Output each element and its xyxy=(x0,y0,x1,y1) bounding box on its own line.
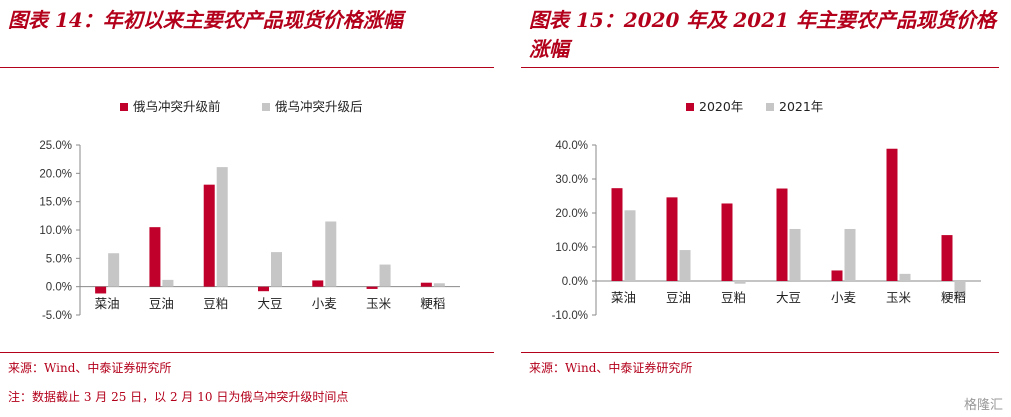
left-footnote-text: 注：数据截止 3 月 25 日，以 2 月 10 日为俄乌冲突升级时间点 xyxy=(8,390,349,404)
y-tick-label: 10.0% xyxy=(39,225,72,237)
bar-1-1 xyxy=(95,286,107,294)
left-chart-title: 图表 14：年初以来主要农产品现货价格涨幅 xyxy=(8,8,403,32)
left-bar-chart: 俄乌冲突升级前 俄乌冲突升级后 -5.0% 0.0% 5.0% 10.0% 15.0% 20.… xyxy=(39,99,460,322)
bar-2-6 xyxy=(379,264,391,287)
bar-2-4 xyxy=(271,252,282,287)
x-category-label: 大豆 xyxy=(776,290,801,305)
y-tick-label: 30.0% xyxy=(555,174,588,186)
x-category-label: 小麦 xyxy=(831,290,857,305)
right-source-rule xyxy=(521,352,999,353)
x-category-label: 豆油 xyxy=(666,290,691,305)
x-category-label: 豆粕 xyxy=(721,290,746,305)
bar-1-7 xyxy=(420,282,432,287)
bar-1-3 xyxy=(721,203,733,281)
x-category-label: 菜油 xyxy=(95,296,120,311)
left-source-text: 来源：Wind、中泰证券研究所 xyxy=(8,361,172,375)
x-category-label: 大豆 xyxy=(257,296,282,311)
x-category-label: 菜油 xyxy=(611,290,636,305)
bar-2-5 xyxy=(325,221,337,287)
legend-swatch-2 xyxy=(262,103,270,111)
x-category-label: 粳稻 xyxy=(941,290,966,305)
bar-2-4 xyxy=(789,228,801,281)
bar-2-3 xyxy=(734,281,746,284)
x-category-label: 小麦 xyxy=(312,296,338,311)
x-category-label: 粳稻 xyxy=(420,296,445,311)
legend-label-1: 2020年 xyxy=(699,99,743,114)
legend-label-2: 俄乌冲突升级后 xyxy=(275,99,363,114)
legend-label-1: 俄乌冲突升级前 xyxy=(133,99,221,114)
bar-2-5 xyxy=(844,228,856,281)
bar-1-6 xyxy=(366,286,378,289)
legend-swatch-1 xyxy=(686,103,694,111)
x-category-label: 豆油 xyxy=(149,296,174,311)
bar-1-2 xyxy=(666,197,678,281)
bar-1-5 xyxy=(312,280,324,287)
bar-1-3 xyxy=(203,184,215,287)
y-tick-label: -10.0% xyxy=(552,310,588,322)
right-chart-title: 图表 15：2020 年及 2021 年主要农产品现货价格涨幅 xyxy=(529,8,997,61)
left-title-rule xyxy=(0,67,494,68)
y-tick-label: 10.0% xyxy=(555,242,588,254)
legend-swatch-1 xyxy=(120,103,128,111)
y-tick-label: 25.0% xyxy=(39,140,72,152)
bar-1-6 xyxy=(886,148,898,281)
right-title-rule xyxy=(521,67,999,68)
bar-1-5 xyxy=(831,270,843,281)
x-category-label: 豆粕 xyxy=(203,296,228,311)
y-tick-label: 40.0% xyxy=(555,140,588,152)
bar-2-2 xyxy=(679,250,691,281)
bar-2-1 xyxy=(624,210,636,281)
y-tick-label: 0.0% xyxy=(46,282,72,294)
left-source-rule xyxy=(0,352,494,353)
bar-1-4 xyxy=(258,286,269,292)
y-tick-label: -5.0% xyxy=(42,310,72,322)
x-category-label: 玉米 xyxy=(366,296,392,311)
y-tick-label: 20.0% xyxy=(39,168,72,180)
y-tick-label: 15.0% xyxy=(39,197,72,209)
bar-2-6 xyxy=(899,273,911,281)
left-panel: 图表 14：年初以来主要农产品现货价格涨幅 俄乌冲突升级前 俄乌冲突升级后 -5.0… xyxy=(0,0,494,417)
y-tick-label: 20.0% xyxy=(555,208,588,220)
y-tick-label: 0.0% xyxy=(562,276,588,288)
y-tick-label: 5.0% xyxy=(46,253,72,265)
bar-2-2 xyxy=(162,279,174,287)
legend-label-2: 2021年 xyxy=(779,99,823,114)
bar-1-4 xyxy=(776,188,788,281)
bar-1-2 xyxy=(149,227,161,287)
bar-2-7 xyxy=(954,281,966,298)
watermark-logo: 格隆汇 xyxy=(963,398,1003,413)
x-category-label: 玉米 xyxy=(886,290,912,305)
bar-1-1 xyxy=(611,188,623,281)
legend-swatch-2 xyxy=(766,103,774,111)
bar-1-7 xyxy=(941,235,953,281)
bar-2-1 xyxy=(108,253,120,287)
right-source-text: 来源：Wind、中泰证券研究所 xyxy=(529,361,693,375)
right-panel: 图表 15：2020 年及 2021 年主要农产品现货价格涨幅 2020年 202… xyxy=(521,0,1011,417)
bar-2-7 xyxy=(433,283,445,287)
bar-2-3 xyxy=(216,167,228,287)
right-bar-chart: 2020年 2021年 -10.0% 0.0% 10.0% 20.0% 30.0% 40.0%… xyxy=(552,99,981,322)
